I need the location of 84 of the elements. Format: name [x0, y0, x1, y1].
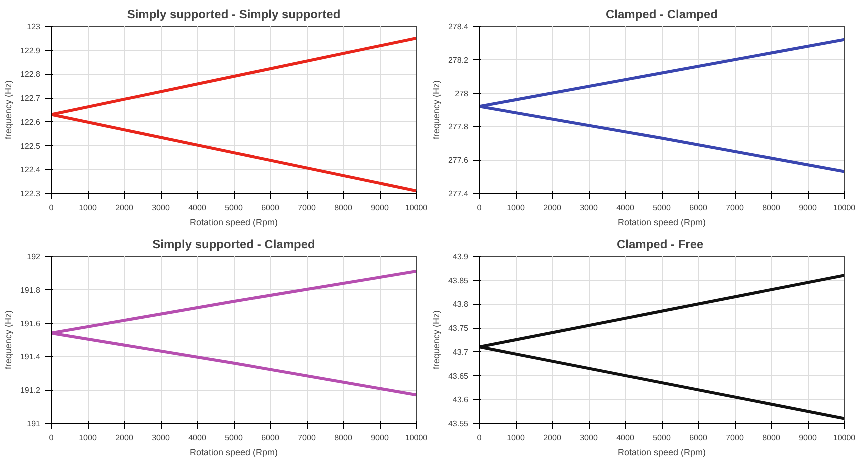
y-tick-label: 191.6: [20, 319, 42, 328]
y-tick-label: 43.65: [448, 372, 470, 381]
x-tick-label: 9000: [799, 434, 818, 442]
x-tick-label: 2000: [544, 434, 562, 442]
x-tick-label: 4000: [616, 434, 635, 442]
x-axis-title: Rotation speed (Rpm): [190, 448, 278, 458]
y-tick-label: 43.7: [452, 348, 470, 357]
x-tick-label: 4000: [616, 204, 635, 212]
x-tick-label: 7000: [298, 204, 316, 212]
chart-title: Simply supported - Clamped: [152, 238, 316, 252]
x-tick-label: 0: [477, 434, 482, 442]
y-axis-title: frequency (Hz): [431, 80, 442, 140]
x-tick-label: 2000: [116, 204, 134, 212]
x-tick-label: 9000: [371, 434, 390, 442]
x-tick-label: 1000: [507, 434, 526, 442]
x-tick-label: 1000: [507, 204, 526, 212]
y-tick-label: 122.6: [20, 118, 42, 127]
x-tick-label: 10000: [405, 434, 428, 442]
x-tick-label: 6000: [690, 434, 708, 442]
x-tick-label: 0: [49, 204, 54, 212]
chart-title: Clamped - Clamped: [606, 8, 718, 22]
y-tick-label: 122.9: [20, 46, 42, 56]
y-tick-label: 277.6: [448, 156, 470, 166]
x-tick-label: 0: [49, 434, 54, 442]
y-tick-label: 43.8: [452, 300, 470, 310]
y-tick-label: 191.4: [20, 352, 42, 362]
x-axis-title: Rotation speed (Rpm): [618, 448, 706, 458]
y-tick-label: 122.3: [20, 190, 42, 198]
x-tick-label: 5000: [653, 434, 672, 442]
x-tick-label: 5000: [225, 204, 244, 212]
x-tick-label: 7000: [298, 434, 316, 442]
y-tick-label: 123: [27, 22, 42, 32]
x-tick-label: 5000: [225, 434, 244, 442]
y-tick-label: 122.8: [20, 70, 42, 80]
x-tick-label: 10000: [833, 434, 856, 442]
x-tick-label: 8000: [334, 204, 353, 212]
x-tick-label: 4000: [188, 434, 207, 442]
x-tick-label: 3000: [152, 204, 170, 212]
x-tick-label: 1000: [79, 434, 98, 442]
y-tick-label: 43.9: [452, 252, 470, 262]
x-axis-title: Rotation speed (Rpm): [618, 218, 706, 228]
y-axis-title: frequency (Hz): [3, 310, 14, 370]
x-tick-label: 5000: [653, 204, 672, 212]
x-tick-label: 8000: [762, 204, 781, 212]
chart-title: Simply supported - Simply supported: [127, 8, 341, 22]
y-tick-label: 191.8: [20, 286, 42, 295]
y-tick-label: 43.85: [448, 276, 470, 286]
x-tick-label: 1000: [79, 204, 98, 212]
y-axis-title: frequency (Hz): [431, 310, 442, 370]
x-tick-label: 6000: [262, 434, 280, 442]
y-tick-label: 122.5: [20, 142, 42, 151]
x-tick-label: 10000: [405, 204, 428, 212]
y-tick-label: 43.55: [448, 420, 470, 428]
y-tick-label: 278.2: [448, 56, 470, 65]
x-tick-label: 8000: [334, 434, 353, 442]
x-tick-label: 3000: [580, 204, 598, 212]
x-tick-label: 10000: [833, 204, 856, 212]
x-tick-label: 2000: [116, 434, 134, 442]
x-tick-label: 7000: [726, 434, 744, 442]
x-tick-label: 0: [477, 204, 482, 212]
x-tick-label: 3000: [152, 434, 170, 442]
x-tick-label: 3000: [580, 434, 598, 442]
x-tick-label: 6000: [690, 204, 708, 212]
chart-title: Clamped - Free: [616, 238, 704, 252]
x-tick-label: 7000: [726, 204, 744, 212]
y-axis-title: frequency (Hz): [3, 80, 14, 140]
x-tick-label: 9000: [371, 204, 390, 212]
y-tick-label: 278: [455, 89, 470, 98]
y-tick-label: 191: [27, 420, 42, 428]
x-tick-label: 2000: [544, 204, 562, 212]
y-tick-label: 122.4: [20, 166, 42, 175]
y-tick-label: 192: [27, 252, 42, 262]
y-tick-label: 43.6: [452, 396, 470, 405]
y-tick-label: 43.75: [448, 324, 470, 334]
y-tick-label: 277.8: [448, 122, 470, 132]
x-tick-label: 9000: [799, 204, 818, 212]
x-tick-label: 8000: [762, 434, 781, 442]
y-tick-label: 277.4: [448, 190, 470, 198]
y-tick-label: 191.2: [20, 386, 42, 396]
x-axis-title: Rotation speed (Rpm): [190, 218, 278, 228]
x-tick-label: 4000: [188, 204, 207, 212]
x-tick-label: 6000: [262, 204, 280, 212]
y-tick-label: 278.4: [448, 22, 470, 32]
y-tick-label: 122.7: [20, 94, 42, 104]
